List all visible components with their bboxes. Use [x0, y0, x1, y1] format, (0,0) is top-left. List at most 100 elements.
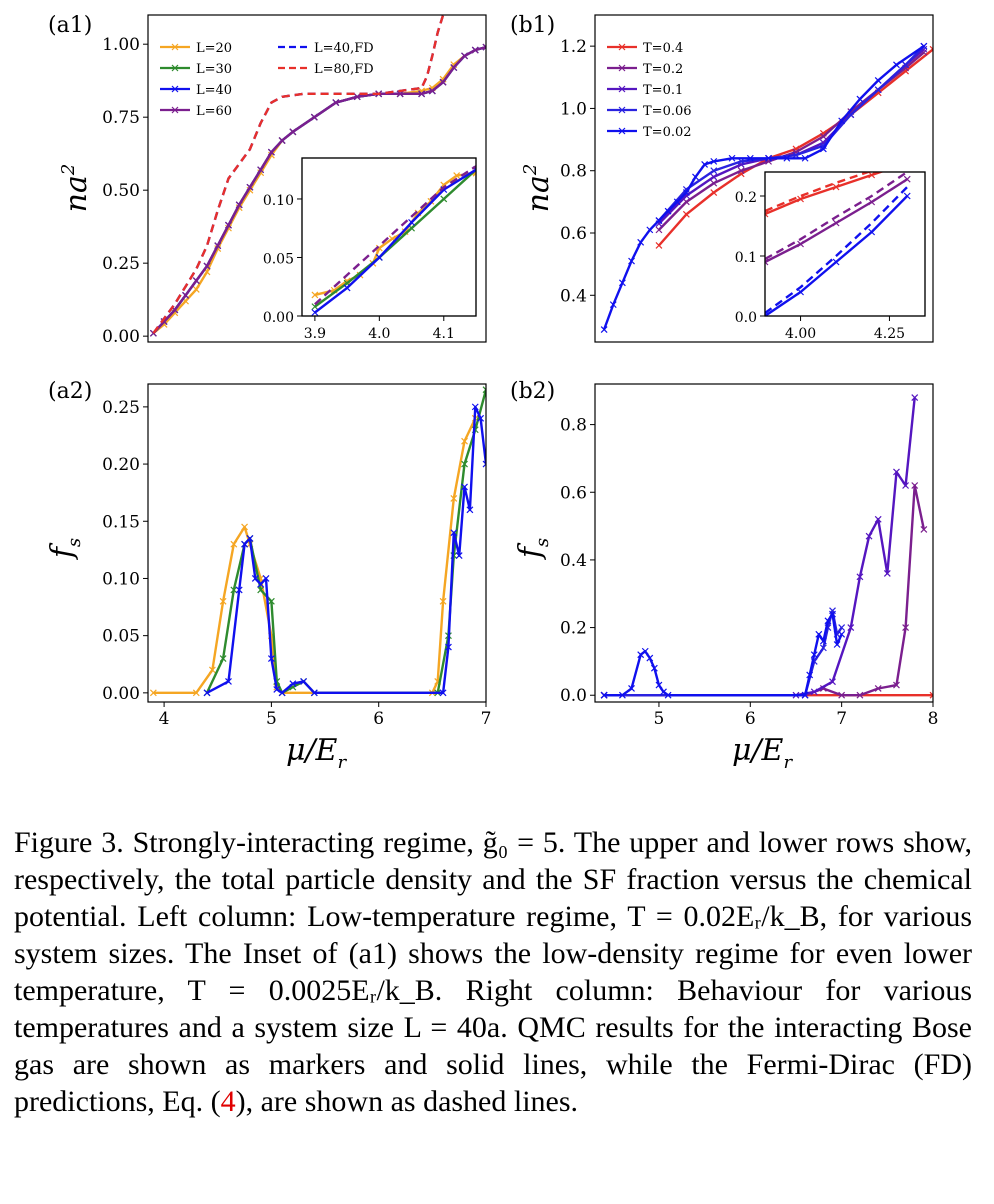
panel-b1-inset-series	[765, 172, 911, 316]
legend-a1-swatch-marker	[171, 85, 179, 93]
panel-b2-ytick-label: 0.0	[560, 686, 587, 706]
panel-a1-series-3-marker	[246, 183, 254, 191]
panel-b1-series-4-marker	[710, 157, 718, 165]
panel-b1-inset-series-4-marker	[832, 258, 840, 266]
xlabel-b2: μ/Er	[732, 733, 794, 773]
panel-b1-series-0-marker	[929, 45, 933, 53]
panel-b2-ytick-label: 0.4	[560, 551, 587, 571]
panel-b1-series-1-marker	[655, 226, 663, 234]
panel-b1-inset-series-2-marker	[765, 258, 769, 266]
panel-a2-series-2-marker	[235, 586, 243, 594]
panel-a2-series-0-marker	[192, 689, 200, 697]
panel-b1-ytick-label: 0.8	[560, 162, 587, 182]
panel-a1-ytick-label: 0.25	[102, 254, 140, 274]
panel-b2-series-4-marker	[618, 691, 626, 699]
panel-a2-series-2-marker	[439, 689, 447, 697]
caption-text: Strongly-interacting regime, g̃₀ = 5. Th…	[14, 826, 973, 1118]
panel-a1: 0.00 0.25 0.50 0.75 1.00 0.00 0.05 0.10 3.9 4.0 4.…	[102, 14, 487, 347]
panel-b1-series-4-marker	[893, 61, 900, 69]
ylabel-a2: fs	[45, 538, 85, 560]
panel-b2-series-1-marker	[856, 691, 864, 699]
panel-b1-series-4-marker	[920, 42, 928, 50]
panel-b2-xtick-label: 5	[654, 709, 665, 729]
panel-b1-series-3-marker	[902, 61, 910, 69]
panel-b2-series-1-marker	[911, 482, 919, 489]
panel-a1-series-3-marker	[482, 43, 486, 51]
panel-a2-series-0-marker	[461, 437, 468, 445]
panel-b2-series-2-marker	[856, 573, 864, 581]
panel-b1: 0.4 0.6 0.8 1.0 1.2 0.0 0.1 0.2 4.00 4.25	[560, 14, 934, 343]
panel-a1-inset-series-3-line	[314, 165, 476, 306]
panel-a1-ytick-label: 0.75	[102, 108, 140, 128]
panel-a1-series-3-marker	[182, 291, 189, 299]
svg-text:fs: fs	[45, 538, 85, 560]
panel-a1-ytick-label: 0.50	[102, 181, 140, 201]
panel-a1-series	[149, 15, 486, 337]
panel-b1-inset-ytick-label: 0.0	[735, 310, 757, 326]
panel-a1-series-3-marker	[353, 93, 361, 101]
panel-a1-series-3-marker	[235, 201, 243, 209]
panel-a2-series-2-marker	[278, 689, 286, 697]
panel-b1-inset-series-2-marker	[832, 219, 840, 227]
panel-a2-series-2-marker	[203, 689, 211, 697]
panel-a2-series-2-marker	[251, 575, 259, 582]
panel-b2-series-1-marker	[902, 624, 910, 631]
panel-a1-ytick-label: 1.00	[102, 35, 140, 55]
panel-b1-series-0-marker	[655, 242, 663, 249]
panel-b2-series-1-marker	[893, 681, 900, 689]
panel-b1-series-1-marker	[737, 167, 745, 175]
panel-a2-series-2-marker	[273, 685, 281, 693]
panel-label-a1: (a1)	[48, 13, 92, 38]
panel-b1-inset-ytick-label: 0.2	[735, 190, 757, 206]
legend-a1-swatch-marker	[171, 43, 179, 51]
svg-text:na2: na2	[520, 164, 556, 213]
panel-a2-series-2-marker	[262, 575, 270, 582]
panel-b1-inset-series-3-line	[765, 172, 908, 261]
panel-b1-series-4-marker	[783, 154, 791, 162]
legend-a1-swatch-marker	[171, 106, 179, 114]
panel-b1-inset-series-4-marker	[903, 192, 911, 200]
panel-b2-series-4-marker	[637, 651, 645, 659]
panel-a1-inset-series	[311, 165, 476, 316]
panel-a2: 0.00 0.05 0.10 0.15 0.20 0.25 4 5 6 7	[102, 383, 491, 729]
panel-b1-ytick-label: 1.0	[560, 99, 587, 119]
panel-a1-series-3-marker	[225, 221, 232, 229]
panel-a2-series-2-marker	[241, 540, 248, 548]
equation-reference-link[interactable]: 4	[220, 1085, 236, 1118]
panel-b1-series-4-marker	[618, 279, 626, 287]
panel-a1-inset-series-0-marker	[453, 172, 461, 179]
panel-b2-xtick-label: 7	[836, 709, 847, 729]
panel-a2-series-2-marker	[289, 680, 297, 688]
panel-b1-series-4-marker	[664, 207, 672, 215]
panel-b1-inset-series-0-marker	[832, 183, 840, 191]
panel-b2-series-1-marker	[838, 691, 846, 699]
panel-a2-series-0-marker	[219, 597, 227, 605]
panel-b1-series-4-marker	[801, 154, 809, 162]
panel-b1-inset-series-0-marker	[886, 172, 893, 173]
panel-b1-series-4-marker	[692, 173, 699, 181]
legend-b1-label: T=0.2	[643, 62, 683, 77]
panel-b2-series-2-marker	[810, 688, 818, 696]
panel-a2-series-2-marker	[471, 403, 479, 411]
panel-b1-series-4-marker	[838, 117, 846, 125]
panel-a2-series-0-marker	[230, 540, 238, 548]
panel-b2-series-3-marker	[838, 624, 846, 631]
panel-b2-series-4-marker	[600, 691, 608, 699]
panel-b1-series-4-marker	[637, 238, 645, 246]
panel-b2-series-2-marker	[847, 624, 855, 631]
panel-b1-series-0-marker	[710, 189, 718, 196]
panel-b1-series-4-marker	[765, 154, 772, 162]
panel-b1-series-4-line	[602, 45, 925, 330]
panel-b2-series-2-marker	[829, 678, 836, 686]
panel-a1-series-0-marker	[192, 286, 200, 293]
panel-b2-series-4-marker	[801, 691, 809, 699]
panel-b2-series-4-marker	[810, 651, 818, 659]
panel-b1-inset-series-4-marker	[868, 228, 876, 236]
svg-text:fs: fs	[513, 538, 553, 560]
panel-b2-series-4-marker	[829, 610, 836, 618]
panel-a2-series-0-line	[153, 417, 477, 694]
panel-a1-series-3-marker	[461, 52, 468, 60]
panel-a1-inset-xtick-label: 4.0	[368, 326, 390, 342]
panel-b2-frame	[594, 383, 934, 703]
caption-text-end: ), are shown as dashed lines.	[235, 1085, 579, 1118]
